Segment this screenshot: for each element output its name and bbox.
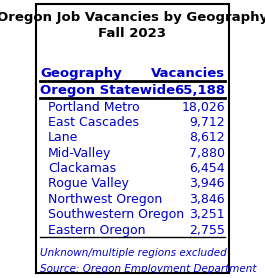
Text: Lane: Lane — [48, 131, 78, 144]
Text: Oregon Job Vacancies by Geography
Fall 2023: Oregon Job Vacancies by Geography Fall 2… — [0, 11, 265, 40]
Text: Unknown/multiple regions excluded: Unknown/multiple regions excluded — [40, 248, 227, 258]
Text: 8,612: 8,612 — [189, 131, 225, 144]
Text: Vacancies: Vacancies — [151, 67, 225, 80]
Text: 3,946: 3,946 — [189, 177, 225, 190]
Text: Northwest Oregon: Northwest Oregon — [48, 193, 162, 206]
Text: 18,026: 18,026 — [181, 101, 225, 114]
Text: Clackamas: Clackamas — [48, 162, 116, 175]
Text: 7,880: 7,880 — [189, 147, 225, 160]
Text: Oregon Statewide: Oregon Statewide — [40, 84, 175, 97]
Text: Geography: Geography — [40, 67, 122, 80]
Text: Southwestern Oregon: Southwestern Oregon — [48, 208, 184, 221]
Text: 3,846: 3,846 — [189, 193, 225, 206]
Text: Source: Oregon Employment Department: Source: Oregon Employment Department — [40, 264, 257, 274]
Text: Rogue Valley: Rogue Valley — [48, 177, 129, 190]
Text: Eastern Oregon: Eastern Oregon — [48, 224, 145, 237]
Text: 3,251: 3,251 — [189, 208, 225, 221]
Text: 2,755: 2,755 — [189, 224, 225, 237]
Text: 65,188: 65,188 — [174, 84, 225, 97]
Text: 6,454: 6,454 — [189, 162, 225, 175]
Text: East Cascades: East Cascades — [48, 116, 139, 129]
Text: Mid-Valley: Mid-Valley — [48, 147, 111, 160]
Text: 9,712: 9,712 — [189, 116, 225, 129]
Text: Portland Metro: Portland Metro — [48, 101, 140, 114]
